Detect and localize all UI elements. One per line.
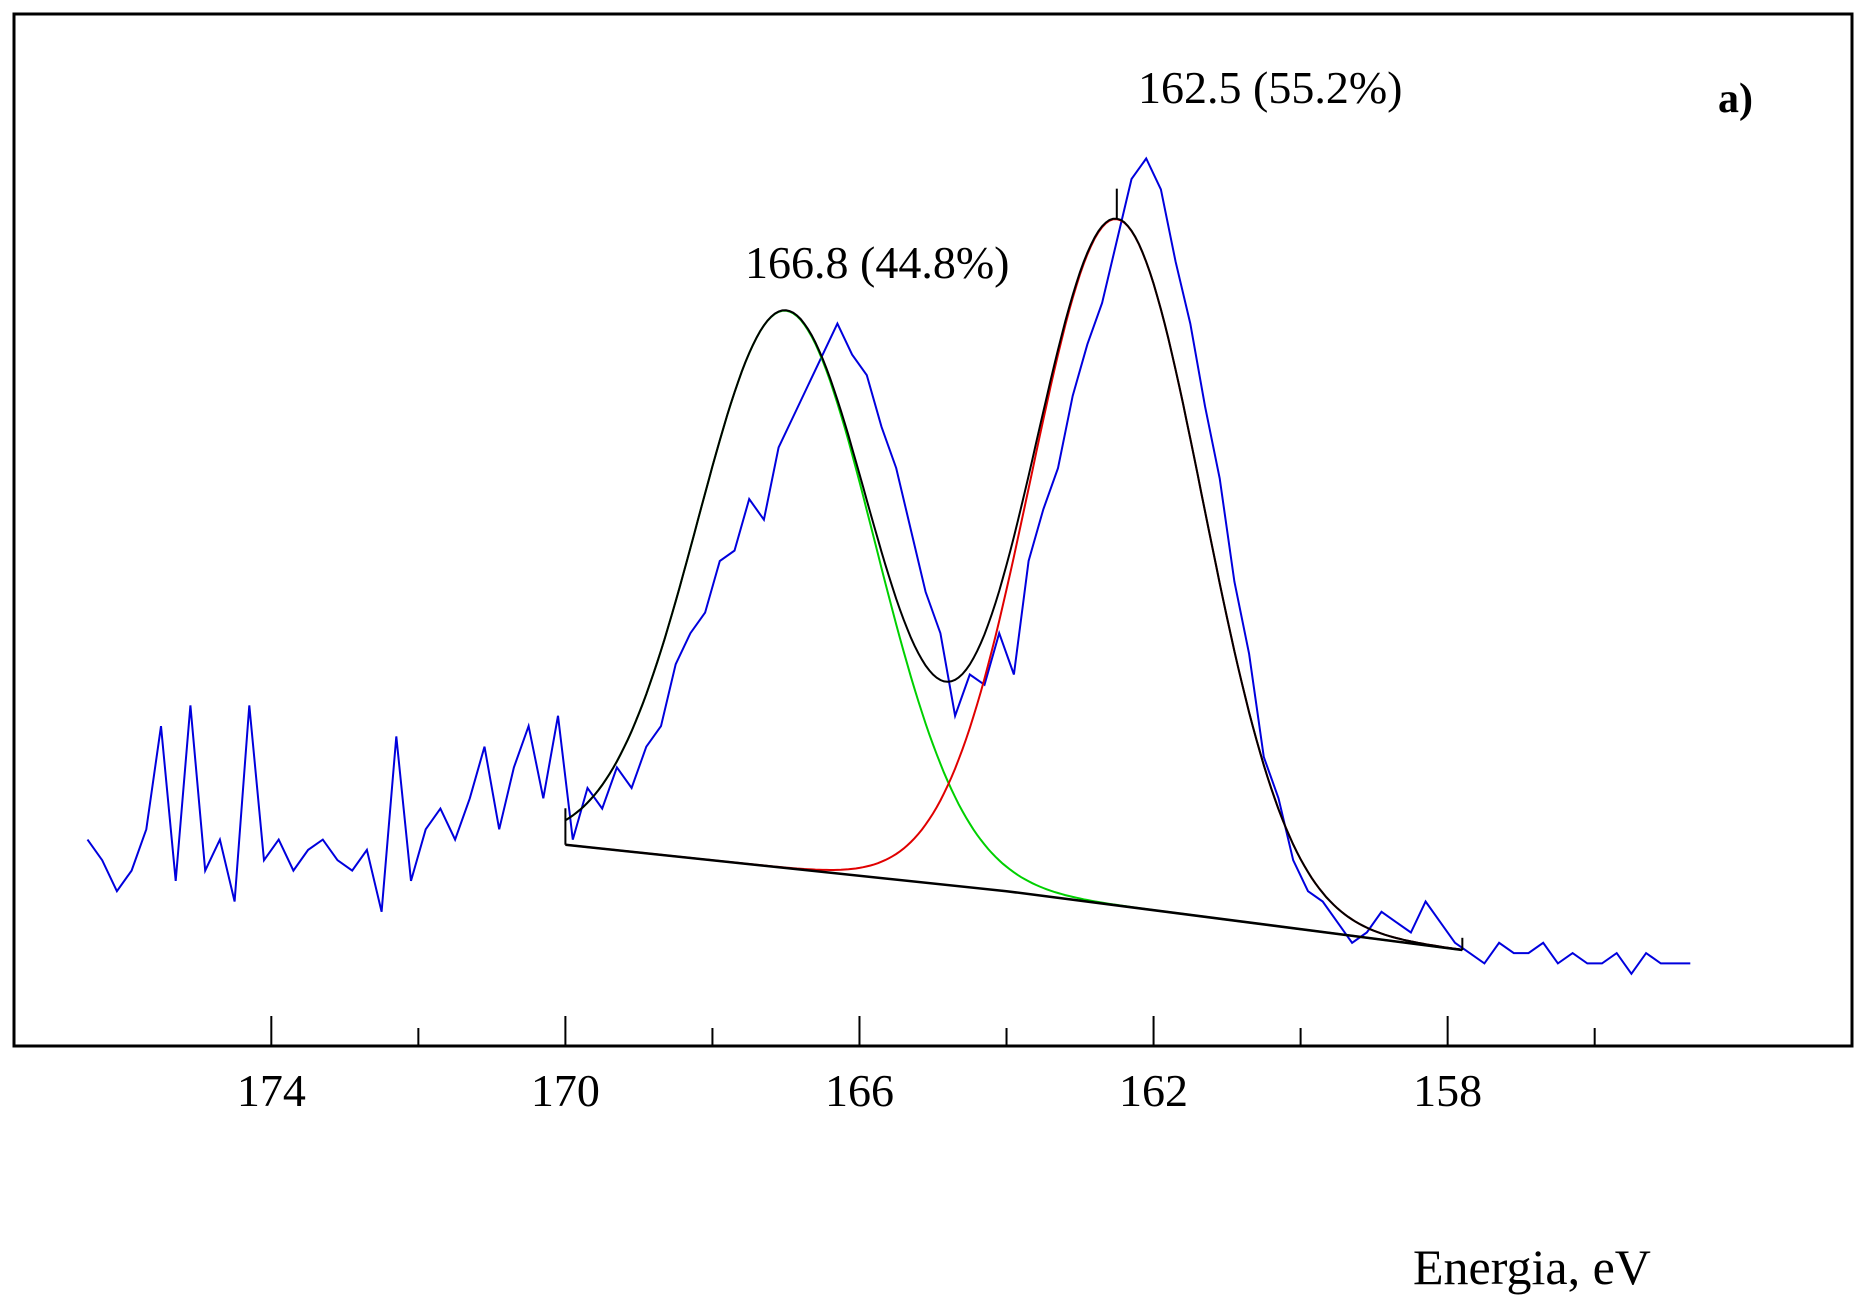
peak-annotation-166: 166.8 (44.8%): [745, 237, 1009, 288]
x-tick-labels: 174 170 166 162 158: [237, 1065, 1482, 1116]
x-axis-title: Energia, eV: [1413, 1239, 1651, 1295]
x-tick-label: 174: [237, 1065, 306, 1116]
x-tick-label: 158: [1413, 1065, 1482, 1116]
x-tick-label: 170: [531, 1065, 600, 1116]
x-minor-ticks: [417, 1028, 1596, 1046]
background-line: [565, 843, 1463, 952]
series-group: [86, 156, 1691, 976]
panel-label: a): [1718, 76, 1753, 122]
peak-annotation-162: 162.5 (55.2%): [1138, 62, 1402, 113]
x-major-ticks: [270, 1016, 1449, 1046]
x-tick-label: 162: [1119, 1065, 1188, 1116]
measured-spectrum-line: [86, 156, 1691, 976]
fit-envelope-line: [564, 217, 1463, 951]
x-tick-label: 166: [825, 1065, 894, 1116]
plot-frame: [12, 12, 1854, 1048]
